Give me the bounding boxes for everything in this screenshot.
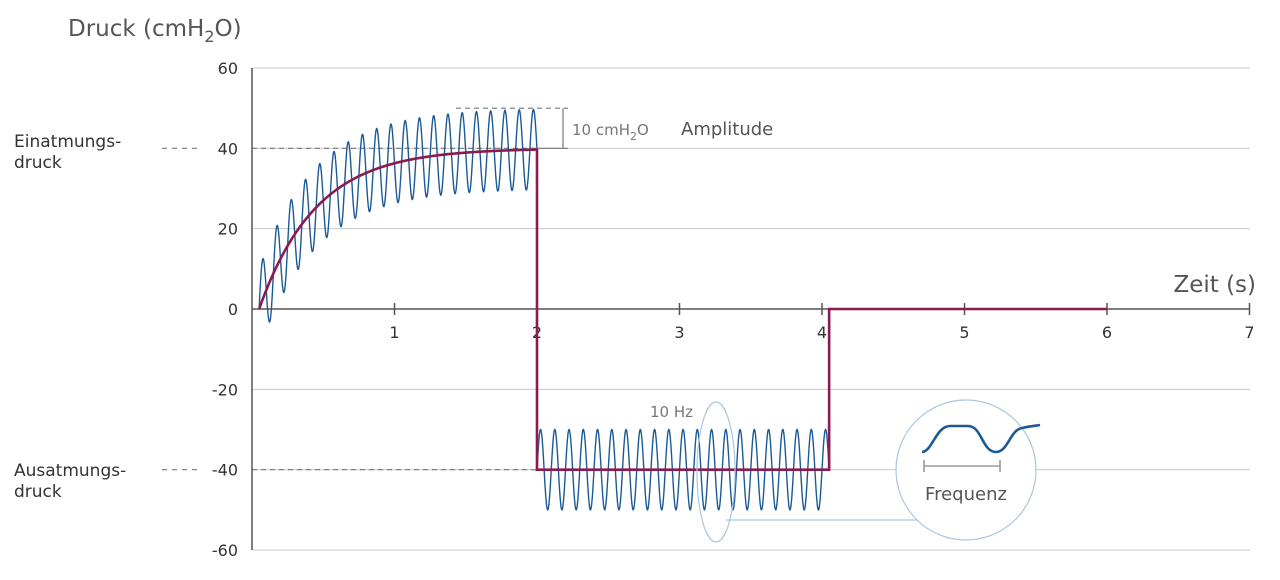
- x-tick-label-7: 7: [1244, 323, 1254, 342]
- x-tick-label-3: 3: [674, 323, 684, 342]
- y-tick-label--20: -20: [212, 380, 238, 399]
- inspiratory-label-line-2: druck: [14, 153, 62, 173]
- pressure-guides: [162, 147, 537, 471]
- y-tick-label-40: 40: [218, 139, 238, 158]
- frequency-callout-circle: [895, 399, 1037, 541]
- y-tick-label--40: -40: [212, 461, 238, 480]
- frequency-label: Frequenz: [925, 484, 1007, 505]
- oscillation-series-line: [258, 108, 830, 511]
- y-axis-title: Druck (cmH2O): [68, 16, 242, 46]
- frequency-annotation: 10 Hz Frequenz: [650, 399, 1041, 543]
- x-tick-label-4: 4: [817, 323, 827, 342]
- expiratory-label: Ausatmungs- druck: [14, 461, 126, 502]
- amplitude-value: 10 cmH2O: [572, 121, 649, 143]
- amplitude-annotation: 10 cmH2O Amplitude: [456, 107, 773, 149]
- y-tick-labels: -60 -40 -20 0 20 40 60: [212, 59, 238, 560]
- y-tick-label-20: 20: [218, 220, 238, 239]
- inspiratory-label-line-1: Einatmungs-: [14, 132, 121, 152]
- y-tick-label-60: 60: [218, 59, 238, 78]
- frequency-wave-icon: [921, 423, 1041, 454]
- y-tick-label-0: 0: [228, 300, 238, 319]
- x-tick-label-5: 5: [959, 323, 969, 342]
- inspiratory-label: Einatmungs- druck: [14, 132, 121, 173]
- expiratory-label-line-1: Ausatmungs-: [14, 461, 126, 481]
- x-tick-label-6: 6: [1102, 323, 1112, 342]
- expiratory-label-line-2: druck: [14, 482, 62, 502]
- y-tick-label--60: -60: [212, 541, 238, 560]
- pressure-series-line: [257, 148, 1107, 471]
- frequency-callout-ellipse: [696, 401, 736, 543]
- amplitude-label: Amplitude: [681, 119, 773, 140]
- frequency-value: 10 Hz: [650, 403, 693, 421]
- x-axis-title: Zeit (s): [1173, 272, 1256, 298]
- frequency-bracket-icon: [923, 460, 1001, 472]
- x-tick-label-1: 1: [389, 323, 399, 342]
